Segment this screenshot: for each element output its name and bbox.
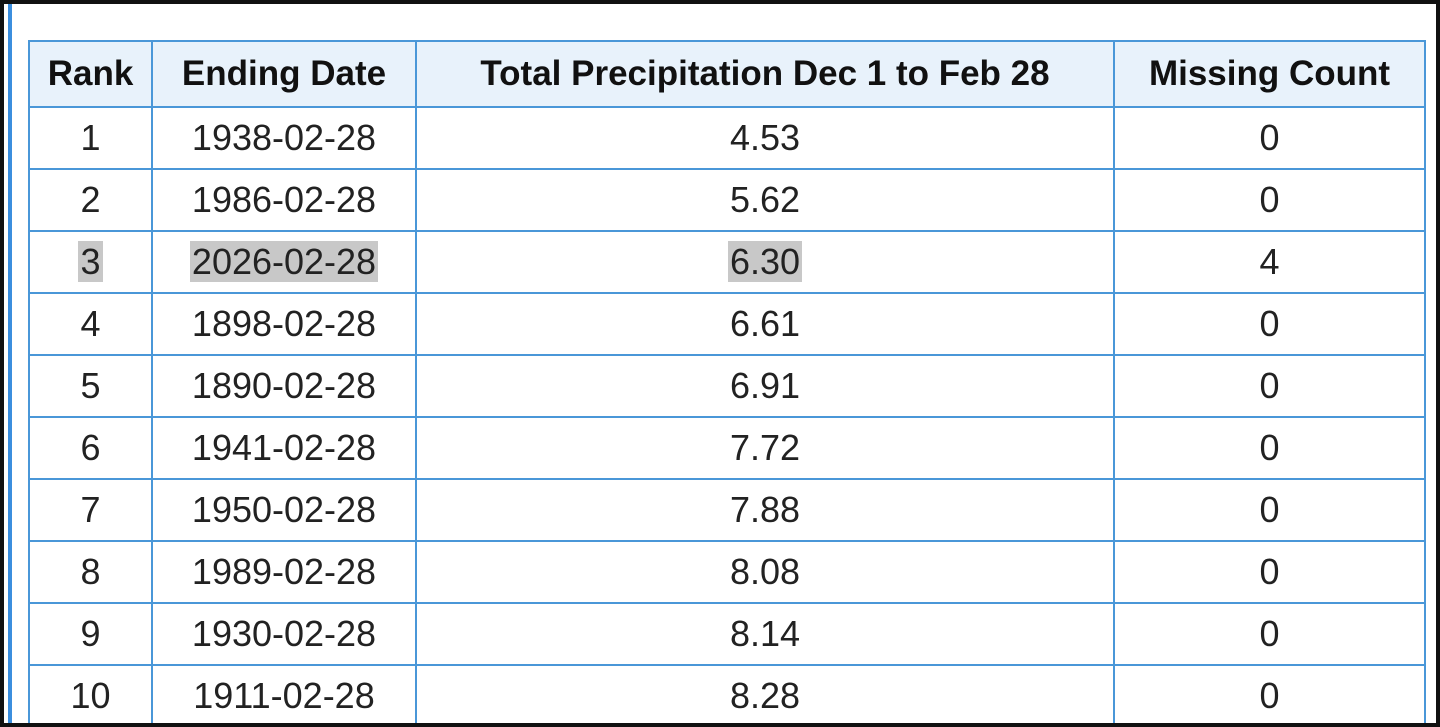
cell-text: 7.88 bbox=[729, 489, 801, 530]
cell-text: 4 bbox=[1259, 241, 1280, 282]
table-cell: 1986-02-28 bbox=[151, 168, 417, 232]
table-cell: 8.14 bbox=[415, 602, 1115, 666]
table-cell: 1911-02-28 bbox=[151, 664, 417, 723]
cell-text: 4.53 bbox=[729, 117, 801, 158]
cell-text: 1890-02-28 bbox=[191, 365, 377, 406]
rank-table: Rank Ending Date Total Precipitation Dec 1… bbox=[28, 40, 1426, 723]
column-header: Rank bbox=[28, 40, 153, 108]
cell-text: 1986-02-28 bbox=[191, 179, 377, 220]
cell-text: 10 bbox=[70, 675, 111, 716]
table-row: 6 1941-02-28 7.72 0 bbox=[28, 416, 1426, 480]
table-cell: 1898-02-28 bbox=[151, 292, 417, 356]
table-row: 2 1986-02-28 5.62 0 bbox=[28, 168, 1426, 232]
table-cell: 2 bbox=[28, 168, 153, 232]
table-body: 1 1938-02-28 4.53 0 2 1986-02-28 5.62 0 3 2026-02… bbox=[28, 106, 1426, 723]
table-cell: 8.28 bbox=[415, 664, 1115, 723]
cell-text: 8.14 bbox=[729, 613, 801, 654]
table-cell: 1950-02-28 bbox=[151, 478, 417, 542]
table-cell: 2026-02-28 bbox=[151, 230, 417, 294]
cell-text: 0 bbox=[1259, 427, 1280, 468]
table-cell: 0 bbox=[1113, 354, 1426, 418]
table-cell: 0 bbox=[1113, 664, 1426, 723]
table-row: 1 1938-02-28 4.53 0 bbox=[28, 106, 1426, 170]
cell-text: 0 bbox=[1259, 179, 1280, 220]
cell-text: 1930-02-28 bbox=[191, 613, 377, 654]
table-cell: 9 bbox=[28, 602, 153, 666]
cell-text: 7 bbox=[80, 489, 101, 530]
cell-text: 6.61 bbox=[729, 303, 801, 344]
cell-text: 0 bbox=[1259, 303, 1280, 344]
cell-text: 1 bbox=[80, 117, 101, 158]
table-cell: 5.62 bbox=[415, 168, 1115, 232]
cell-text: 9 bbox=[80, 613, 101, 654]
cell-text: 6.30 bbox=[727, 241, 803, 282]
cell-text: 1911-02-28 bbox=[193, 675, 375, 716]
cell-text: 8.28 bbox=[729, 675, 801, 716]
table-cell: 10 bbox=[28, 664, 153, 723]
table-cell: 6.91 bbox=[415, 354, 1115, 418]
cell-text: 0 bbox=[1259, 117, 1280, 158]
cell-text: 1941-02-28 bbox=[191, 427, 377, 468]
table-row: 8 1989-02-28 8.08 0 bbox=[28, 540, 1426, 604]
table-cell: 7.72 bbox=[415, 416, 1115, 480]
table-cell: 1 bbox=[28, 106, 153, 170]
table-cell: 5 bbox=[28, 354, 153, 418]
cell-text: 1989-02-28 bbox=[191, 551, 377, 592]
cell-text: 1950-02-28 bbox=[191, 489, 377, 530]
cell-text: 0 bbox=[1259, 613, 1280, 654]
cell-text: 1938-02-28 bbox=[191, 117, 377, 158]
cell-text: 7.72 bbox=[729, 427, 801, 468]
table-cell: 4 bbox=[28, 292, 153, 356]
header-row: Rank Ending Date Total Precipitation Dec 1… bbox=[28, 40, 1426, 108]
table-cell: 1930-02-28 bbox=[151, 602, 417, 666]
table-row: 10 1911-02-28 8.28 0 bbox=[28, 664, 1426, 723]
table-cell: 0 bbox=[1113, 602, 1426, 666]
cell-text: 5 bbox=[80, 365, 101, 406]
column-header: Missing Count bbox=[1113, 40, 1426, 108]
table-cell: 4 bbox=[1113, 230, 1426, 294]
cell-text: 1898-02-28 bbox=[191, 303, 377, 344]
table-cell: 6.61 bbox=[415, 292, 1115, 356]
cell-text: 2026-02-28 bbox=[189, 241, 379, 282]
table-cell: 7 bbox=[28, 478, 153, 542]
cell-text: 8.08 bbox=[729, 551, 801, 592]
table-cell: 8.08 bbox=[415, 540, 1115, 604]
cell-text: 6 bbox=[80, 427, 101, 468]
table-cell: 1941-02-28 bbox=[151, 416, 417, 480]
table-row: 5 1890-02-28 6.91 0 bbox=[28, 354, 1426, 418]
table-cell: 3 bbox=[28, 230, 153, 294]
table-cell: 0 bbox=[1113, 540, 1426, 604]
left-edge bbox=[8, 4, 12, 723]
cell-text: 5.62 bbox=[729, 179, 801, 220]
table-cell: 4.53 bbox=[415, 106, 1115, 170]
table-cell: 1989-02-28 bbox=[151, 540, 417, 604]
cell-text: 0 bbox=[1259, 489, 1280, 530]
cell-text: 0 bbox=[1259, 365, 1280, 406]
table-cell: 0 bbox=[1113, 106, 1426, 170]
cell-text: 0 bbox=[1259, 551, 1280, 592]
table-cell: 0 bbox=[1113, 168, 1426, 232]
column-header: Total Precipitation Dec 1 to Feb 28 bbox=[415, 40, 1115, 108]
table-cell: 0 bbox=[1113, 416, 1426, 480]
cell-text: 0 bbox=[1259, 675, 1280, 716]
table-cell: 6.30 bbox=[415, 230, 1115, 294]
column-header: Ending Date bbox=[151, 40, 417, 108]
table-cell: 0 bbox=[1113, 478, 1426, 542]
table-row: 3 2026-02-28 6.30 4 bbox=[28, 230, 1426, 294]
table-row: 4 1898-02-28 6.61 0 bbox=[28, 292, 1426, 356]
table-cell: 1938-02-28 bbox=[151, 106, 417, 170]
table-cell: 1890-02-28 bbox=[151, 354, 417, 418]
cell-text: 2 bbox=[80, 179, 101, 220]
table-cell: 8 bbox=[28, 540, 153, 604]
table-row: 9 1930-02-28 8.14 0 bbox=[28, 602, 1426, 666]
cell-text: 4 bbox=[80, 303, 101, 344]
cell-text: 6.91 bbox=[729, 365, 801, 406]
table-cell: 0 bbox=[1113, 292, 1426, 356]
cell-text: 8 bbox=[80, 551, 101, 592]
table-cell: 7.88 bbox=[415, 478, 1115, 542]
cell-text: 3 bbox=[78, 241, 103, 282]
table-row: 7 1950-02-28 7.88 0 bbox=[28, 478, 1426, 542]
table-cell: 6 bbox=[28, 416, 153, 480]
